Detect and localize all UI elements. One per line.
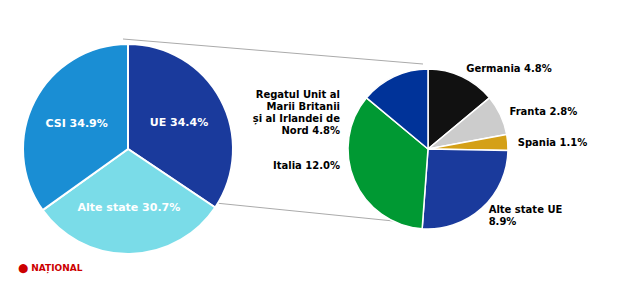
svg-text:Regatul Unit alMarii Britaniiș: Regatul Unit alMarii Britaniiși al Irlan…: [253, 89, 340, 136]
svg-text:UE 34.4%: UE 34.4%: [150, 115, 208, 128]
svg-text:Spania 1.1%: Spania 1.1%: [518, 136, 588, 147]
svg-text:Germania 4.8%: Germania 4.8%: [466, 62, 552, 73]
svg-text:Alte state 30.7%: Alte state 30.7%: [78, 200, 181, 213]
html-text:⬤ NAȚIONAL: ⬤ NAȚIONAL: [18, 263, 83, 273]
svg-text:Alte state UE8.9%: Alte state UE8.9%: [489, 204, 563, 227]
svg-text:CSI 34.9%: CSI 34.9%: [45, 116, 107, 129]
svg-text:Italia 12.0%: Italia 12.0%: [273, 159, 340, 170]
svg-text:Franta 2.8%: Franta 2.8%: [509, 105, 577, 116]
